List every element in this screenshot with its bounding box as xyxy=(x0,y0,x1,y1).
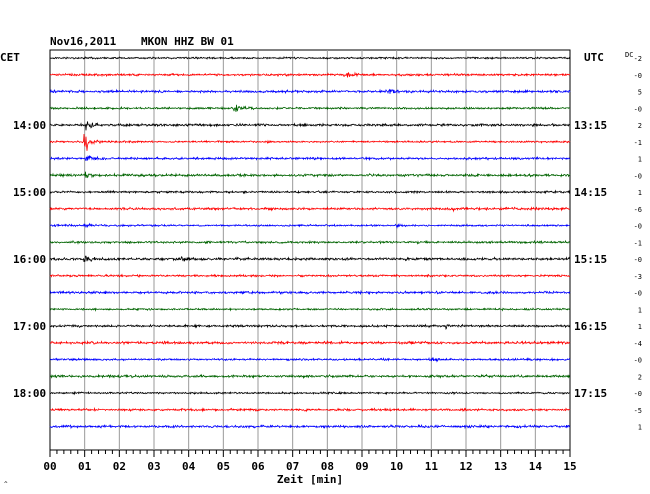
trace-row-21 xyxy=(49,406,571,413)
x-tick-label: 01 xyxy=(78,460,92,473)
x-tick-label: 11 xyxy=(425,460,439,473)
dc-offset-13: -3 xyxy=(634,273,642,281)
corner-mark: ^ xyxy=(4,481,8,488)
dc-offset-6: 1 xyxy=(638,156,642,164)
dc-offset-3: -0 xyxy=(634,105,642,113)
dc-offset-19: 2 xyxy=(638,373,642,381)
x-tick-label: 10 xyxy=(390,460,403,473)
x-tick-label: 06 xyxy=(251,460,265,473)
header-date: Nov16,2011 xyxy=(50,35,117,48)
trace-row-10 xyxy=(49,222,571,229)
dc-column-label: DC xyxy=(625,51,633,59)
trace-row-5 xyxy=(49,133,571,151)
x-tick-label: 07 xyxy=(286,460,299,473)
x-tick-label: 04 xyxy=(182,460,196,473)
dc-offset-22: 1 xyxy=(638,424,642,432)
dc-offset-0: -2 xyxy=(634,55,642,63)
x-tick-label: 08 xyxy=(321,460,334,473)
x-axis: 00 01 02 03 04 05 06 07 08 09 10 11 12 13 14 15 xyxy=(43,450,577,473)
trace-row-12 xyxy=(49,255,571,263)
dc-offset-21: -5 xyxy=(634,407,642,415)
trace-row-6 xyxy=(49,155,571,162)
dc-offset-14: -0 xyxy=(634,290,642,298)
x-tick-label: 15 xyxy=(563,460,576,473)
trace-row-15 xyxy=(49,306,571,312)
dc-offset-11: -1 xyxy=(634,239,642,247)
cet-hour-label: 17:00 xyxy=(13,320,46,333)
dc-offset-9: -6 xyxy=(634,206,642,214)
grid xyxy=(49,49,571,451)
x-tick-label: 13 xyxy=(494,460,507,473)
x-tick-label: 14 xyxy=(529,460,543,473)
trace-row-14 xyxy=(49,289,571,296)
dc-offset-4: 2 xyxy=(638,122,642,130)
plot-frame xyxy=(49,49,571,451)
dc-offset-7: -0 xyxy=(634,172,642,180)
cet-hour-label: 18:00 xyxy=(13,387,46,400)
trace-row-20 xyxy=(49,390,571,396)
trace-row-1 xyxy=(49,71,571,78)
trace-row-18 xyxy=(49,356,571,363)
utc-hour-label: 15:15 xyxy=(574,253,607,266)
x-tick-label: 00 xyxy=(43,460,56,473)
dc-offset-15: 1 xyxy=(638,306,642,314)
trace-row-17 xyxy=(49,339,571,346)
trace-row-3 xyxy=(50,104,571,112)
right-timezone-label: UTC xyxy=(584,51,604,64)
trace-row-8 xyxy=(49,189,571,195)
dc-offset-5: -1 xyxy=(634,139,642,147)
header-station: MKON HHZ BW 01 xyxy=(141,35,234,48)
trace-row-0 xyxy=(49,56,571,60)
x-axis-label: Zeit [min] xyxy=(277,473,343,486)
dc-offset-2: 5 xyxy=(638,89,642,97)
dc-offset-1: -0 xyxy=(634,72,642,80)
cet-hour-label: 14:00 xyxy=(13,119,46,132)
dc-offset-16: 1 xyxy=(638,323,642,331)
x-tick-label: 05 xyxy=(217,460,230,473)
x-tick-label: 09 xyxy=(355,460,368,473)
left-timezone-label: CET xyxy=(0,51,20,64)
utc-hour-label: 17:15 xyxy=(574,387,607,400)
cet-hour-label: 15:00 xyxy=(13,186,46,199)
utc-hour-label: 14:15 xyxy=(574,186,607,199)
trace-row-2 xyxy=(49,88,571,95)
dc-offset-8: 1 xyxy=(638,189,642,197)
dc-offset-10: -0 xyxy=(634,223,642,231)
trace-row-19 xyxy=(49,373,571,380)
x-tick-label: 02 xyxy=(113,460,126,473)
trace-row-22 xyxy=(49,423,571,430)
dc-offset-20: -0 xyxy=(634,390,642,398)
trace-row-9 xyxy=(49,206,570,213)
utc-hour-label: 13:15 xyxy=(574,119,607,132)
trace-row-16 xyxy=(49,323,570,330)
trace-row-4 xyxy=(49,121,571,131)
trace-group xyxy=(49,56,571,430)
x-tick-label: 12 xyxy=(459,460,472,473)
dc-offset-12: -0 xyxy=(634,256,642,264)
dc-offset-18: -0 xyxy=(634,357,642,365)
utc-hour-label: 16:15 xyxy=(574,320,607,333)
dc-offset-17: -4 xyxy=(634,340,642,348)
trace-row-7 xyxy=(49,171,571,179)
trace-row-11 xyxy=(49,239,570,245)
x-tick-label: 03 xyxy=(147,460,160,473)
trace-row-13 xyxy=(49,273,571,279)
cet-hour-label: 16:00 xyxy=(13,253,46,266)
